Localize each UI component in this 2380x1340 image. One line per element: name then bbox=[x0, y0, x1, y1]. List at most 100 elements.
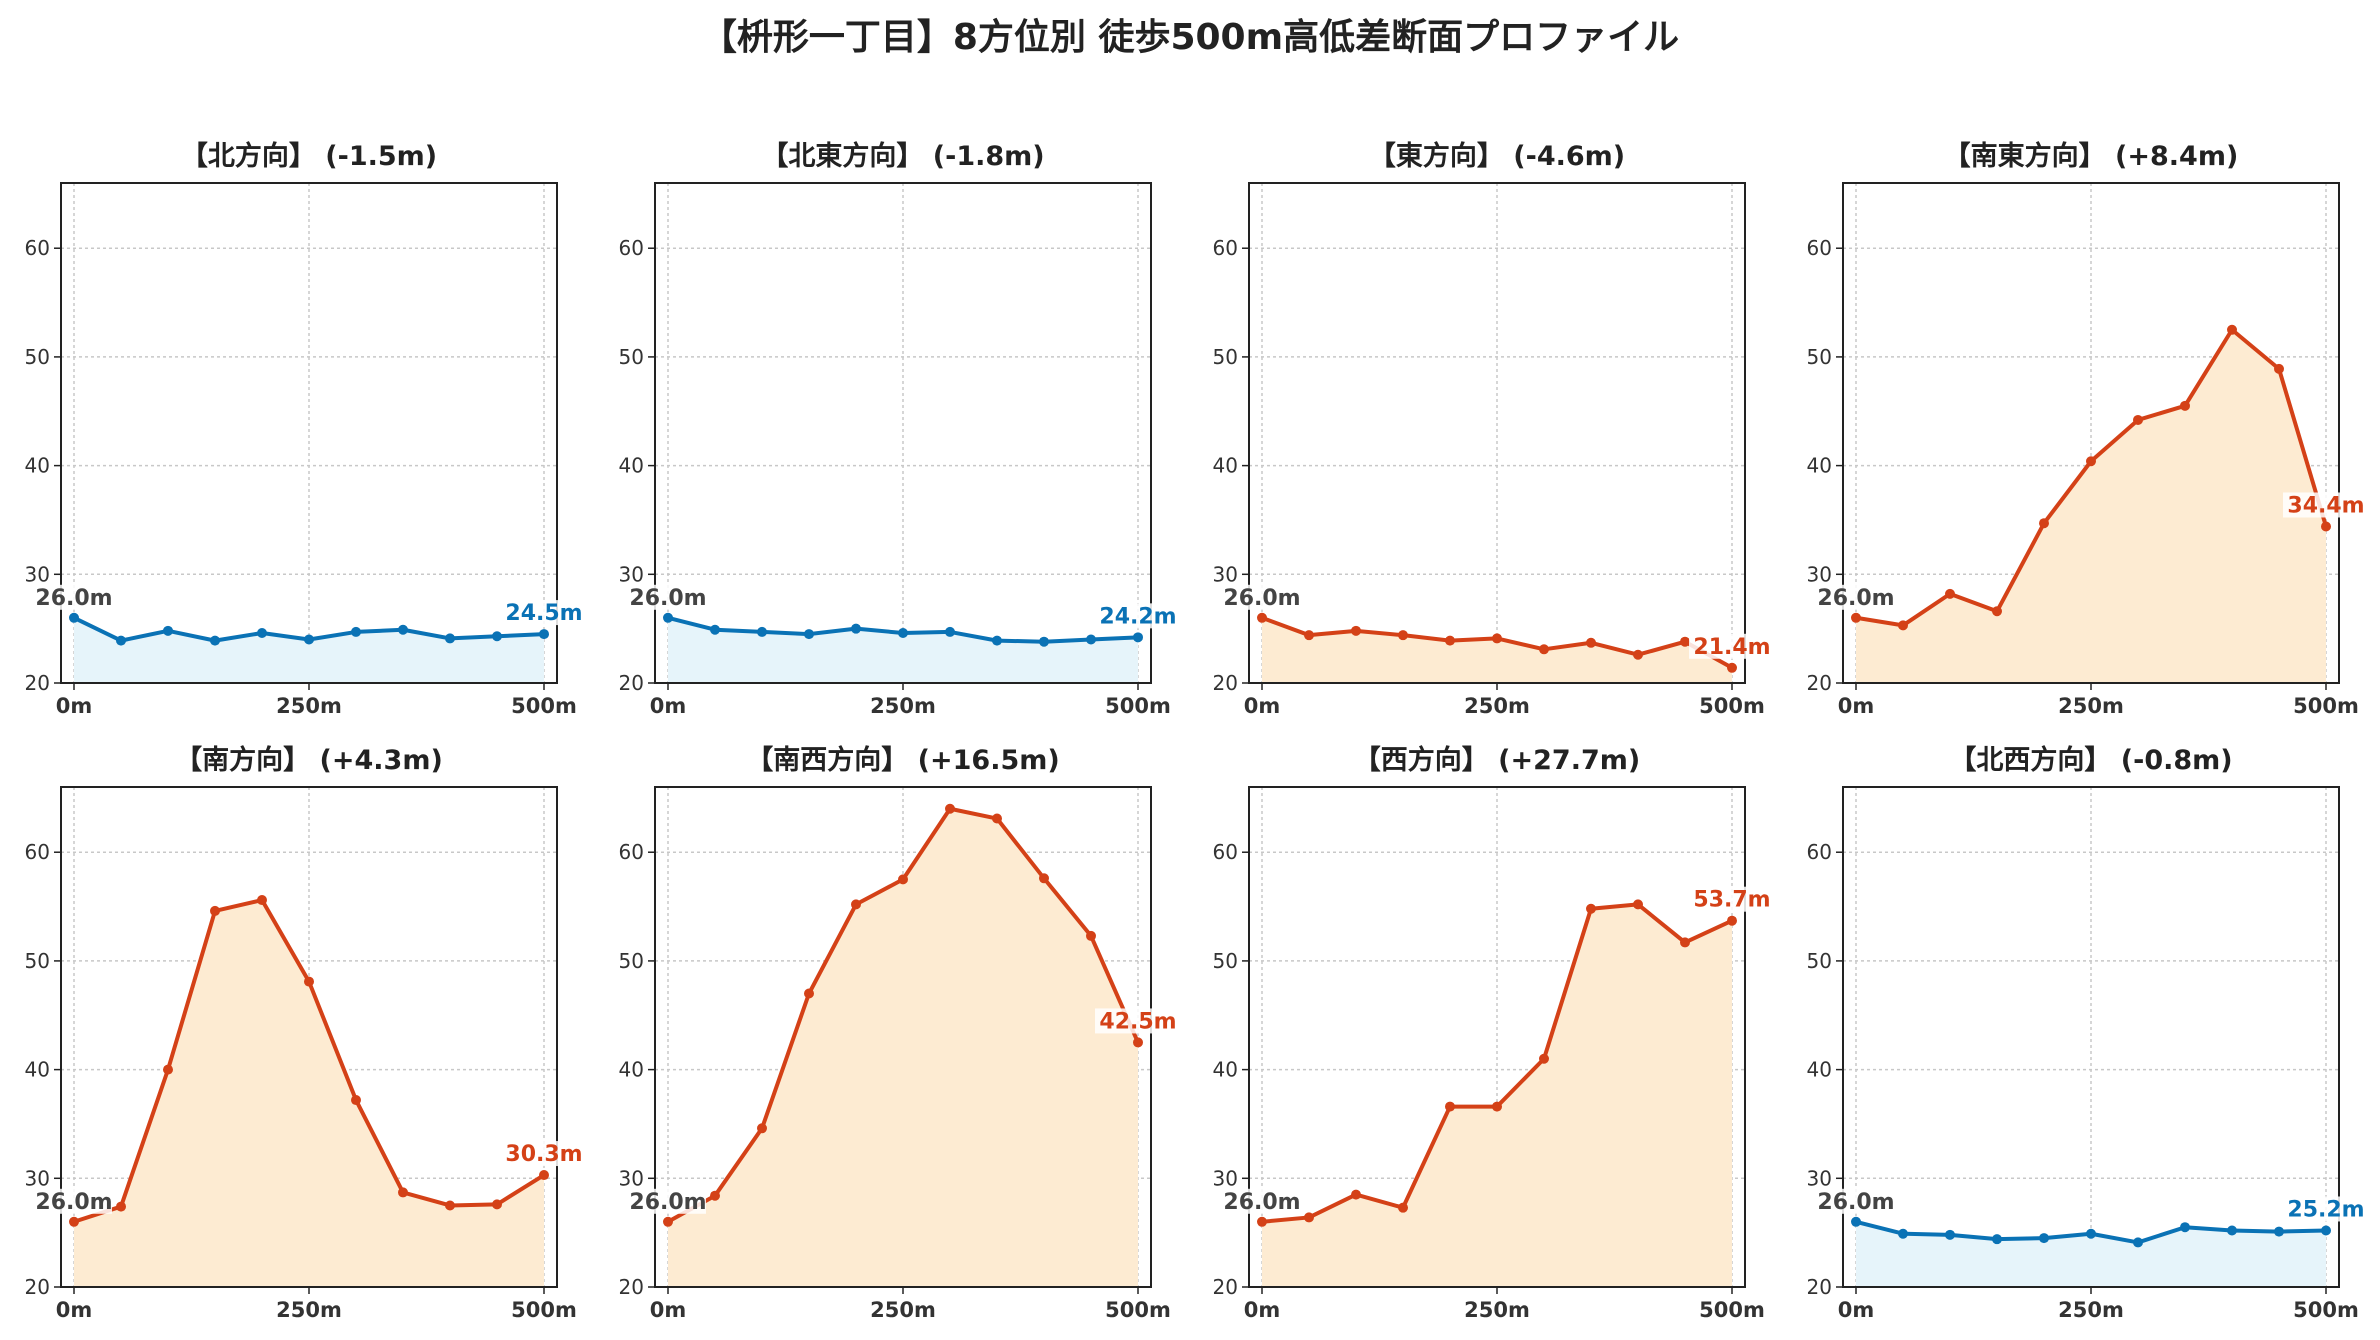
y-tick-label: 40 bbox=[1213, 1058, 1238, 1082]
y-tick-label: 30 bbox=[1213, 562, 1238, 586]
data-point bbox=[163, 1064, 173, 1075]
y-tick-label: 40 bbox=[25, 454, 50, 478]
label-background bbox=[34, 584, 112, 610]
end-elevation-label: 24.2m bbox=[1099, 604, 1176, 629]
y-tick-label: 40 bbox=[1807, 454, 1832, 478]
data-point bbox=[539, 1170, 549, 1181]
area-fill bbox=[1262, 904, 1732, 1287]
y-tick-label: 20 bbox=[25, 1275, 50, 1299]
data-point bbox=[2039, 1233, 2049, 1244]
y-tick-label: 30 bbox=[1807, 562, 1832, 586]
x-tick-label: 250m bbox=[870, 1298, 936, 1322]
x-tick-label: 500m bbox=[1105, 1298, 1171, 1322]
data-point bbox=[351, 1095, 361, 1106]
start-elevation-label: 26.0m bbox=[1223, 1190, 1300, 1215]
subplot-7: 【西方向】 (+27.7m) 20 30 40 50 60 0m 250m 500m 26.0m 5… bbox=[1213, 744, 1773, 1322]
y-tick-label: 60 bbox=[619, 840, 644, 864]
data-point bbox=[1851, 1216, 1861, 1227]
data-point bbox=[1086, 930, 1096, 941]
x-tick-label: 250m bbox=[870, 694, 936, 718]
area-fill bbox=[74, 900, 544, 1287]
subplot-8: 【北西方向】 (-0.8m) 20 30 40 50 60 0m 250m 500m 26.0m 2… bbox=[1807, 744, 2367, 1322]
start-elevation-label: 26.0m bbox=[1817, 1190, 1894, 1215]
label-background bbox=[34, 1188, 112, 1214]
data-point bbox=[757, 626, 767, 637]
x-tick-label: 500m bbox=[1699, 694, 1765, 718]
data-point bbox=[851, 623, 861, 634]
y-tick-label: 50 bbox=[619, 345, 644, 369]
y-tick-label: 60 bbox=[25, 236, 50, 260]
label-background bbox=[1095, 1008, 1179, 1034]
data-point bbox=[1898, 1228, 1908, 1239]
x-tick-label: 0m bbox=[1838, 694, 1875, 718]
label-background bbox=[1095, 603, 1179, 629]
subplot-4: 【南東方向】 (+8.4m) 20 30 40 50 60 0m 250m 500m 26.0m 3… bbox=[1807, 140, 2367, 718]
y-tick-label: 20 bbox=[25, 671, 50, 695]
y-tick-label: 40 bbox=[25, 1058, 50, 1082]
label-background bbox=[501, 1141, 585, 1167]
data-point bbox=[116, 635, 126, 646]
start-elevation-label: 26.0m bbox=[35, 1190, 112, 1215]
x-tick-label: 250m bbox=[1464, 694, 1530, 718]
data-point bbox=[851, 899, 861, 910]
data-point bbox=[1304, 630, 1314, 641]
data-point bbox=[1539, 644, 1549, 655]
data-point bbox=[492, 631, 502, 642]
data-point bbox=[163, 625, 173, 636]
data-point bbox=[1398, 630, 1408, 641]
figure-title: 【枡形一丁目】8方位別 徒歩500m高低差断面プロファイル bbox=[700, 17, 1680, 58]
data-point bbox=[1680, 636, 1690, 647]
data-point bbox=[1257, 612, 1267, 623]
data-point bbox=[210, 905, 220, 916]
y-tick-label: 20 bbox=[1213, 1275, 1238, 1299]
data-point bbox=[1492, 1101, 1502, 1112]
data-point bbox=[1633, 649, 1643, 660]
y-tick-label: 50 bbox=[619, 949, 644, 973]
data-point bbox=[398, 1187, 408, 1198]
y-tick-label: 30 bbox=[1807, 1166, 1832, 1190]
data-point bbox=[210, 635, 220, 646]
subplot-title: 【北東方向】 (-1.8m) bbox=[761, 140, 1044, 172]
data-point bbox=[304, 634, 314, 645]
end-elevation-label: 21.4m bbox=[1693, 635, 1770, 660]
label-background bbox=[1816, 584, 1894, 610]
data-point bbox=[1039, 873, 1049, 884]
subplot-1: 【北方向】 (-1.5m) 20 30 40 50 60 0m 250m 500m 26.0m 24… bbox=[25, 140, 585, 718]
start-elevation-label: 26.0m bbox=[35, 586, 112, 611]
subplot-title: 【西方向】 (+27.7m) bbox=[1354, 744, 1640, 776]
data-point bbox=[1304, 1212, 1314, 1223]
data-point bbox=[1586, 637, 1596, 648]
subplot-title: 【北方向】 (-1.5m) bbox=[181, 140, 437, 172]
area-fill bbox=[74, 617, 544, 683]
x-tick-label: 500m bbox=[1699, 1298, 1765, 1322]
start-elevation-label: 26.0m bbox=[1223, 586, 1300, 611]
data-point bbox=[1351, 1189, 1361, 1200]
end-elevation-label: 30.3m bbox=[505, 1142, 582, 1167]
data-point bbox=[1539, 1053, 1549, 1064]
label-background bbox=[1689, 633, 1773, 659]
data-point bbox=[1086, 634, 1096, 645]
end-elevation-label: 53.7m bbox=[1693, 888, 1770, 913]
y-tick-label: 20 bbox=[1807, 671, 1832, 695]
subplot-title: 【南方向】 (+4.3m) bbox=[175, 744, 443, 776]
data-point bbox=[1398, 1202, 1408, 1213]
data-point bbox=[1133, 632, 1143, 643]
end-elevation-label: 34.4m bbox=[2287, 493, 2364, 518]
y-tick-label: 20 bbox=[619, 671, 644, 695]
start-elevation-label: 26.0m bbox=[1817, 586, 1894, 611]
data-point bbox=[445, 633, 455, 644]
data-point bbox=[398, 624, 408, 635]
end-elevation-label: 42.5m bbox=[1099, 1009, 1176, 1034]
y-tick-label: 40 bbox=[619, 1058, 644, 1082]
y-tick-label: 50 bbox=[1807, 949, 1832, 973]
data-point bbox=[304, 976, 314, 987]
data-point bbox=[2086, 1228, 2096, 1239]
data-point bbox=[710, 1190, 720, 1201]
data-point bbox=[992, 635, 1002, 646]
data-point bbox=[492, 1199, 502, 1210]
subplot-title: 【南西方向】 (+16.5m) bbox=[746, 744, 1059, 776]
start-elevation-label: 26.0m bbox=[629, 586, 706, 611]
data-point bbox=[945, 626, 955, 637]
y-tick-label: 30 bbox=[1213, 1166, 1238, 1190]
x-tick-label: 500m bbox=[511, 1298, 577, 1322]
